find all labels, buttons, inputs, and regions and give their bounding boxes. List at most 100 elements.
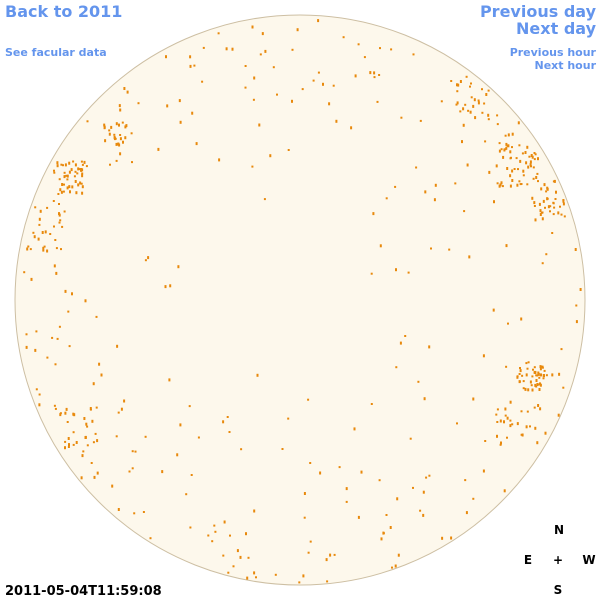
facula	[90, 462, 93, 464]
facula	[539, 407, 542, 411]
facula	[441, 536, 444, 540]
facula	[166, 104, 169, 108]
facula	[64, 411, 67, 415]
facula	[115, 122, 118, 126]
facula	[518, 380, 521, 383]
facula	[251, 25, 254, 29]
timestamp: 2011-05-04T11:59:08	[5, 584, 162, 599]
facula	[546, 187, 549, 191]
facula	[63, 171, 66, 174]
facula	[538, 202, 541, 206]
facula	[52, 200, 55, 202]
facula	[537, 372, 540, 376]
back-link[interactable]: Back to 2011	[5, 2, 122, 21]
facula	[552, 180, 555, 183]
facula	[222, 420, 225, 424]
facula	[56, 161, 59, 165]
facula	[483, 102, 486, 105]
facula	[64, 289, 67, 293]
facula	[407, 271, 410, 274]
facula	[30, 277, 33, 281]
facula	[468, 255, 471, 259]
facula	[239, 555, 242, 559]
facula	[303, 492, 306, 495]
facula	[80, 168, 83, 171]
facula	[535, 385, 538, 388]
facula	[66, 178, 69, 181]
facula	[524, 151, 527, 154]
facula	[505, 365, 508, 368]
facula	[81, 163, 84, 166]
facula	[422, 490, 425, 494]
facula	[80, 476, 83, 480]
facula	[147, 256, 150, 260]
compass-east: E	[524, 553, 532, 567]
facula	[164, 285, 167, 289]
facula	[376, 100, 379, 103]
facula	[128, 470, 131, 473]
facula	[287, 417, 290, 420]
facula	[448, 248, 451, 251]
facula	[54, 363, 57, 366]
facula	[559, 205, 561, 208]
facula	[94, 432, 97, 435]
facula	[357, 43, 360, 46]
facula	[291, 99, 293, 103]
facula	[231, 47, 234, 51]
facula	[326, 580, 329, 583]
facula	[370, 272, 373, 275]
facula	[534, 153, 537, 156]
facula	[484, 140, 487, 143]
facula	[562, 386, 565, 389]
facula	[81, 191, 84, 195]
facula	[309, 462, 312, 464]
facula	[396, 497, 399, 501]
facula	[333, 553, 336, 556]
facula	[92, 382, 95, 386]
facula	[499, 183, 502, 187]
facula	[100, 373, 103, 377]
facula	[531, 196, 534, 200]
facular-link[interactable]: See facular data	[5, 46, 107, 59]
facula	[488, 170, 491, 174]
facula	[536, 172, 539, 175]
facula	[67, 446, 70, 448]
next-hour-link[interactable]: Next hour	[535, 59, 597, 72]
facula	[119, 152, 122, 156]
facula	[506, 167, 509, 170]
facula	[63, 183, 65, 186]
facula	[71, 292, 73, 296]
facula	[49, 233, 52, 235]
facula	[511, 132, 514, 136]
facula	[519, 367, 521, 369]
facula	[86, 120, 89, 123]
next-day-link[interactable]: Next day	[516, 19, 597, 38]
facula	[251, 165, 254, 168]
facula	[425, 476, 428, 479]
facula	[131, 161, 133, 164]
facula	[53, 404, 56, 407]
facula	[469, 110, 472, 114]
facula	[62, 164, 64, 167]
facula	[505, 142, 508, 146]
facula	[302, 574, 305, 578]
facula	[61, 183, 64, 186]
facula	[461, 140, 463, 144]
facula	[544, 431, 547, 435]
previous-hour-link[interactable]: Previous hour	[510, 46, 597, 59]
facula	[536, 383, 539, 386]
facula	[121, 121, 124, 124]
facula	[67, 437, 70, 440]
facula	[499, 419, 502, 423]
facula	[533, 201, 536, 205]
facula	[236, 549, 239, 553]
facula	[68, 443, 70, 447]
facula	[77, 167, 80, 171]
previous-day-link[interactable]: Previous day	[480, 2, 597, 21]
facula	[535, 176, 538, 179]
facula	[482, 354, 485, 358]
facula	[72, 431, 75, 434]
facula	[255, 576, 257, 579]
facula	[329, 553, 332, 557]
